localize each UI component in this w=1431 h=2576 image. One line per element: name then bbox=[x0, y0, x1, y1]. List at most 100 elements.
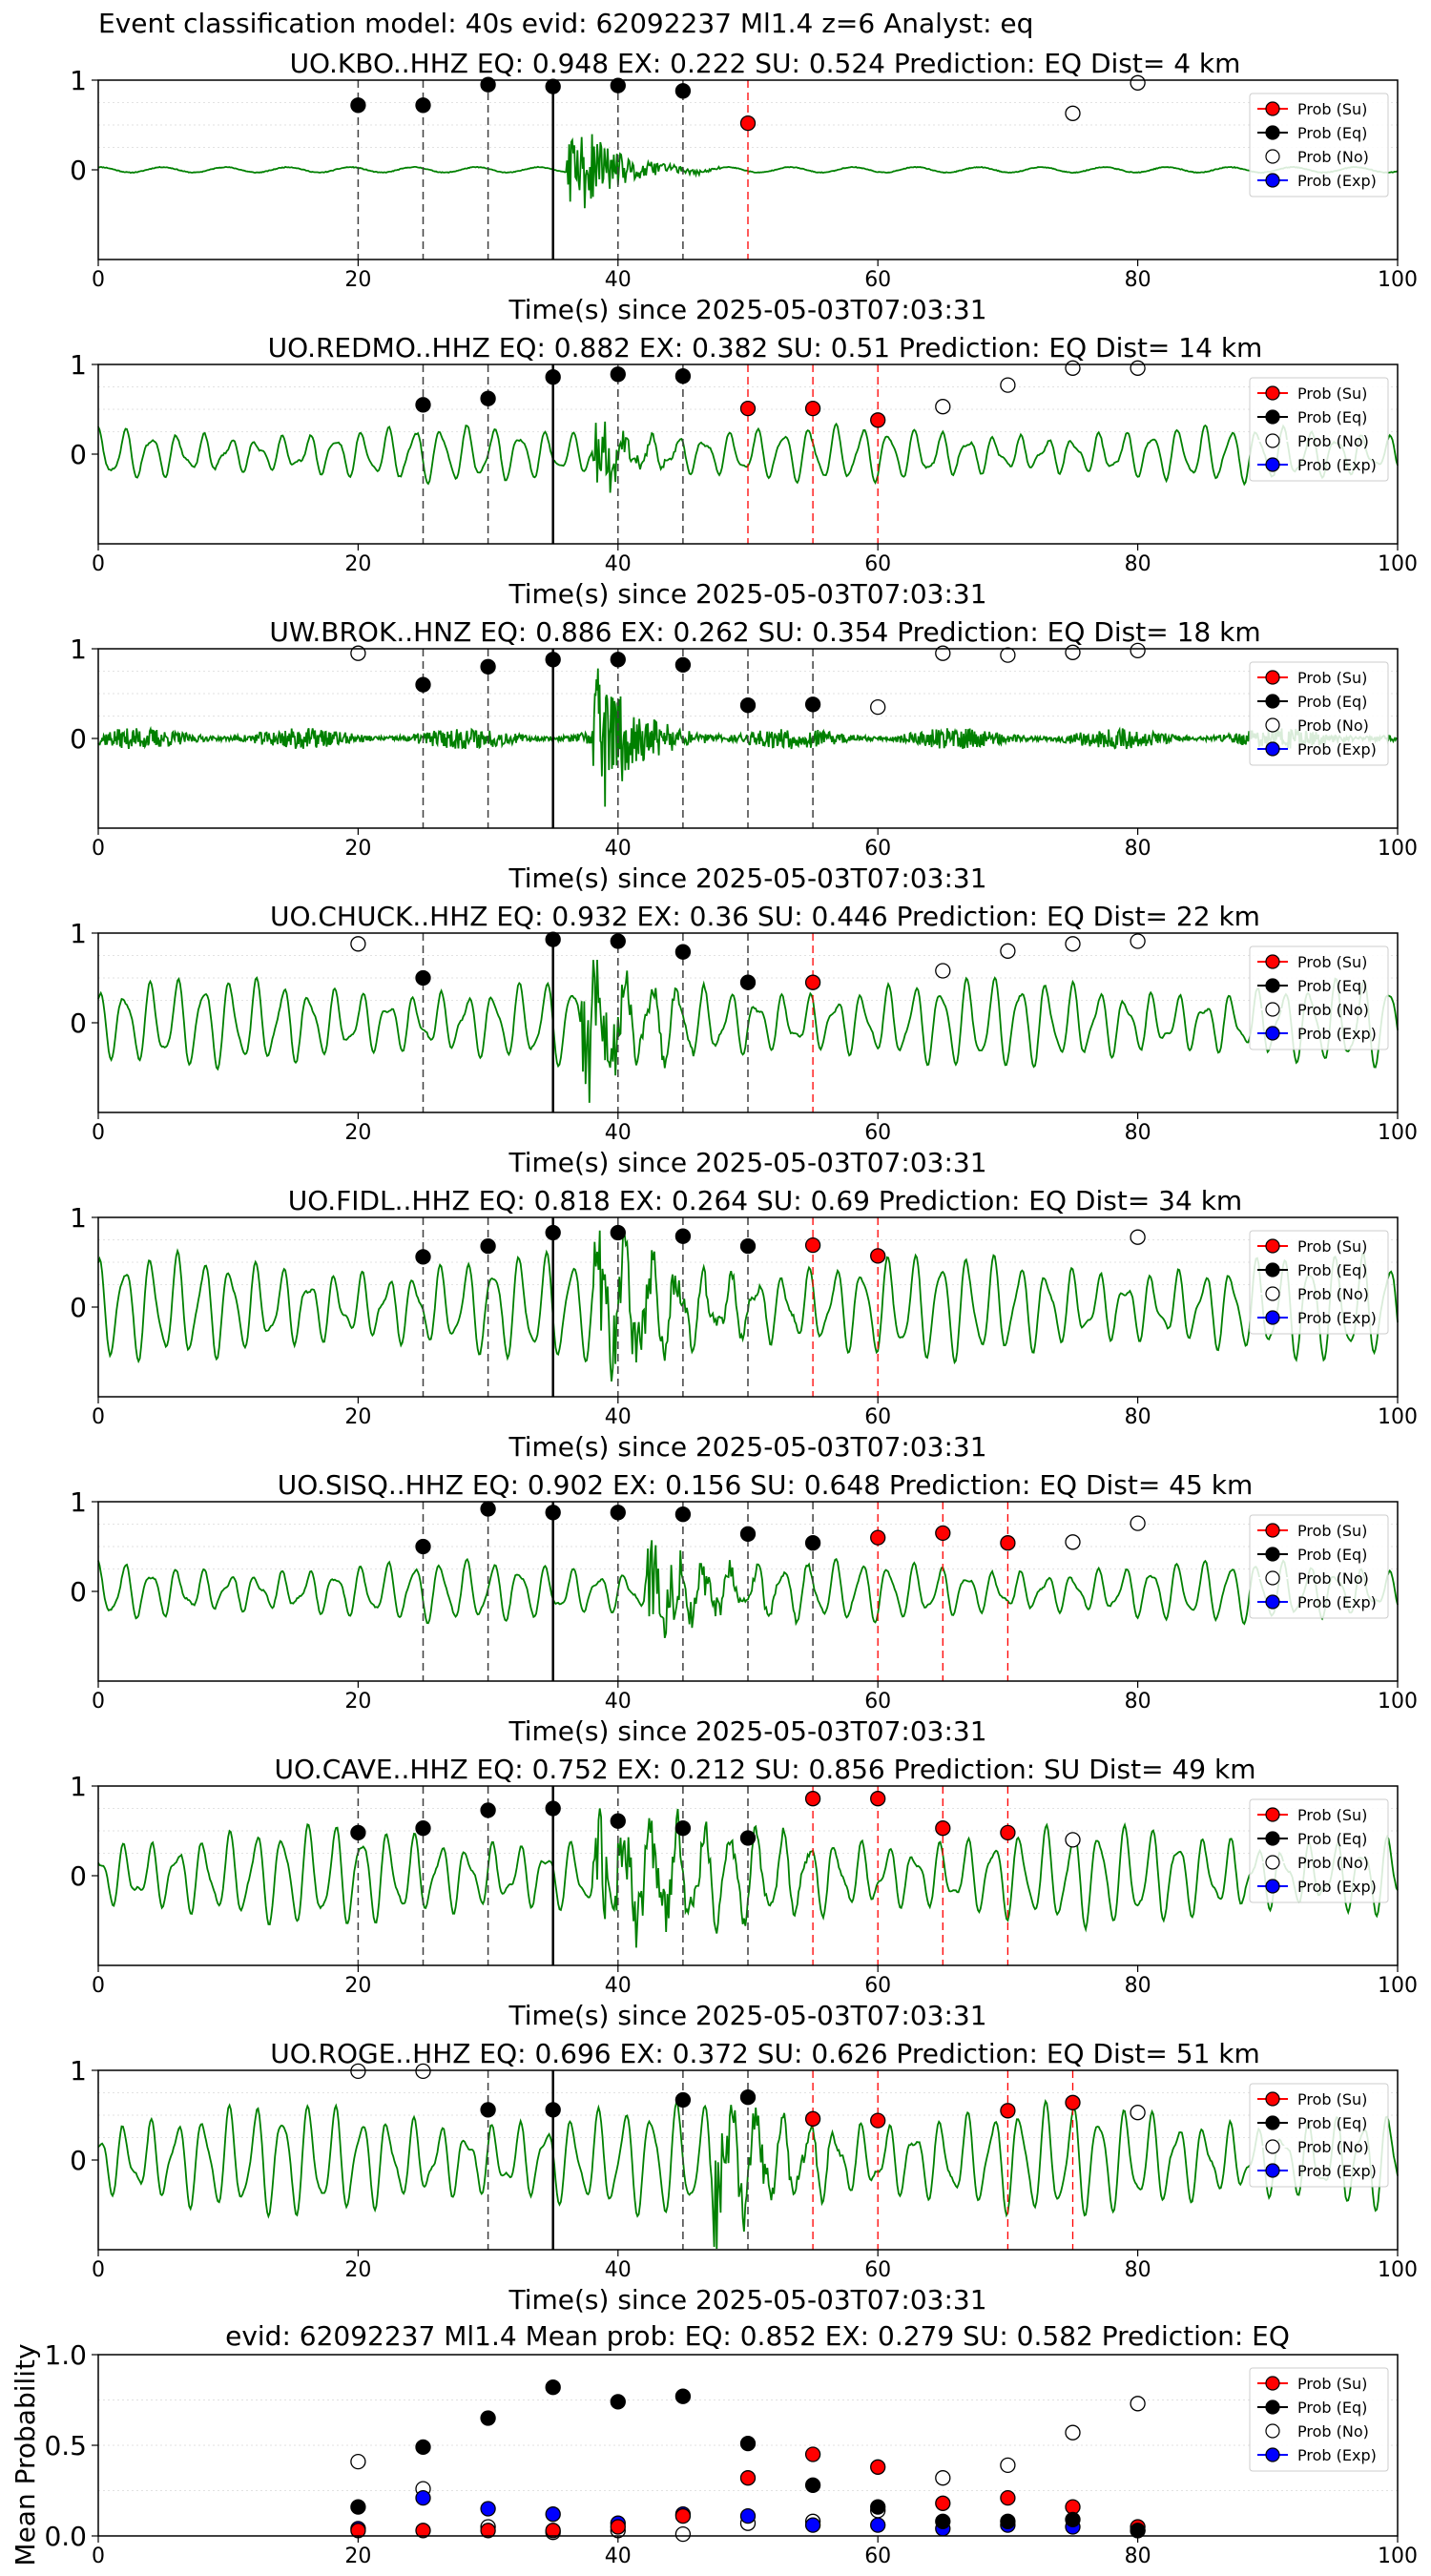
eq-point bbox=[674, 1228, 692, 1244]
legend-label: Prob (Su) bbox=[1297, 384, 1367, 403]
legend-marker bbox=[1265, 2447, 1280, 2462]
y-tick-label: 0.0 bbox=[44, 2521, 87, 2552]
legend-marker bbox=[1265, 1594, 1280, 1610]
eq-point bbox=[545, 78, 561, 94]
y-tick-label: 1 bbox=[70, 1202, 87, 1234]
x-tick-label: 80 bbox=[1125, 2258, 1151, 2282]
eq-point bbox=[804, 1535, 821, 1551]
eq-point bbox=[480, 390, 496, 406]
no-point bbox=[1000, 647, 1016, 663]
no-point bbox=[1130, 933, 1146, 949]
mean-no-point bbox=[350, 2453, 366, 2470]
y-tick-label: 0 bbox=[70, 1860, 87, 1892]
y-tick-label: 1 bbox=[70, 1486, 87, 1518]
legend-marker bbox=[1265, 717, 1280, 733]
x-tick-label: 60 bbox=[864, 837, 891, 861]
legend-marker bbox=[1265, 1547, 1280, 1562]
mean-eq-point bbox=[870, 2499, 886, 2515]
mean-eq-point bbox=[415, 2439, 431, 2456]
legend-label: Prob (No) bbox=[1297, 1001, 1369, 1019]
eq-point bbox=[415, 1538, 431, 1555]
x-tick-label: 80 bbox=[1125, 268, 1151, 292]
x-tick-label: 0 bbox=[92, 1121, 105, 1145]
legend-label: Prob (No) bbox=[1297, 148, 1369, 166]
legend-marker bbox=[1265, 1570, 1280, 1586]
su-point bbox=[739, 114, 757, 132]
eq-point bbox=[545, 1505, 561, 1521]
su-point bbox=[870, 412, 886, 428]
legend-label: Prob (Eq) bbox=[1297, 1546, 1367, 1564]
legend-label: Prob (No) bbox=[1297, 432, 1369, 450]
no-point bbox=[935, 399, 951, 415]
legend-marker bbox=[1265, 978, 1280, 993]
mean-su-point bbox=[870, 2459, 886, 2475]
waveform-trace bbox=[97, 1540, 1399, 1639]
mean-exp-point bbox=[415, 2489, 431, 2506]
mean-eq-point bbox=[804, 2477, 821, 2493]
eq-point bbox=[480, 1237, 496, 1255]
no-point bbox=[870, 698, 886, 716]
legend-marker bbox=[1265, 2399, 1280, 2415]
panel-title: UO.CHUCK..HHZ EQ: 0.932 EX: 0.36 SU: 0.4… bbox=[270, 901, 1260, 932]
legend-label: Prob (Eq) bbox=[1297, 977, 1367, 995]
no-point bbox=[935, 645, 951, 661]
legend-label: Prob (Eq) bbox=[1297, 693, 1367, 711]
legend-label: Prob (No) bbox=[1297, 1285, 1369, 1303]
panel-xlabel: Time(s) since 2025-05-03T07:03:31 bbox=[508, 294, 986, 325]
y-tick-label: 1 bbox=[70, 634, 87, 665]
legend-label: Prob (Su) bbox=[1297, 1806, 1367, 1824]
eq-point bbox=[610, 1505, 626, 1521]
x-tick-label: 80 bbox=[1125, 1690, 1151, 1714]
legend-marker bbox=[1265, 101, 1280, 116]
panel-title: UO.KBO..HHZ EQ: 0.948 EX: 0.222 SU: 0.52… bbox=[290, 48, 1241, 79]
eq-point bbox=[480, 1802, 496, 1818]
legend-label: Prob (Exp) bbox=[1297, 740, 1377, 758]
legend-box bbox=[1249, 661, 1389, 766]
su-point bbox=[804, 400, 821, 417]
legend-label: Prob (Exp) bbox=[1297, 1593, 1377, 1611]
panel-title: UO.SISQ..HHZ EQ: 0.902 EX: 0.156 SU: 0.6… bbox=[278, 1469, 1254, 1501]
x-tick-label: 0 bbox=[92, 837, 105, 861]
y-tick-label: 1 bbox=[70, 65, 87, 96]
station-panel: 0 20 40 60 80 100 0 1 UO.FIDL..HHZ EQ: 0.818 EX:… bbox=[70, 1185, 1418, 1463]
legend-marker bbox=[1265, 694, 1280, 709]
mean-exp-point bbox=[545, 2506, 561, 2523]
x-tick-label: 20 bbox=[344, 1974, 371, 1998]
su-point bbox=[804, 2110, 821, 2127]
x-tick-label: 100 bbox=[1378, 268, 1418, 292]
eq-point bbox=[610, 933, 626, 949]
station-panel: 0 20 40 60 80 100 0 1 UO.SISQ..HHZ EQ: 0.902 EX:… bbox=[70, 1469, 1418, 1747]
x-tick-label: 20 bbox=[344, 552, 371, 576]
y-tick-label: 0 bbox=[70, 1576, 87, 1608]
x-tick-label: 60 bbox=[864, 1121, 891, 1145]
su-point bbox=[870, 1248, 886, 1264]
x-tick-label: 80 bbox=[1125, 552, 1151, 576]
legend-marker bbox=[1265, 1262, 1280, 1278]
eq-point bbox=[674, 1820, 692, 1837]
legend-box bbox=[1249, 2367, 1389, 2472]
x-tick-label: 80 bbox=[1125, 2545, 1151, 2568]
legend-marker bbox=[1265, 2376, 1280, 2391]
mean-exp-point bbox=[739, 2507, 757, 2524]
su-point bbox=[804, 1236, 821, 1254]
y-tick-label: 0 bbox=[70, 1292, 87, 1323]
eq-point bbox=[480, 1501, 496, 1517]
mean-no-point bbox=[1065, 2424, 1081, 2441]
legend-marker bbox=[1265, 2163, 1280, 2178]
legend-marker bbox=[1265, 741, 1280, 757]
no-point bbox=[1130, 1515, 1146, 1531]
x-tick-label: 100 bbox=[1378, 2545, 1418, 2568]
no-point bbox=[350, 936, 366, 952]
mean-eq-point bbox=[480, 2410, 496, 2426]
no-point bbox=[1130, 2105, 1146, 2121]
station-panel: 0 20 40 60 80 100 0 1 UO.CHUCK..HHZ EQ: 0.932 EX… bbox=[70, 901, 1418, 1178]
eq-point bbox=[739, 1830, 757, 1846]
x-tick-label: 40 bbox=[605, 1405, 632, 1429]
eq-point bbox=[415, 1249, 431, 1265]
legend-box bbox=[1249, 377, 1389, 482]
eq-point bbox=[415, 97, 431, 114]
legend-marker bbox=[1265, 2139, 1280, 2154]
eq-point bbox=[739, 1237, 757, 1255]
x-tick-label: 20 bbox=[344, 837, 371, 861]
x-tick-label: 60 bbox=[864, 2258, 891, 2282]
